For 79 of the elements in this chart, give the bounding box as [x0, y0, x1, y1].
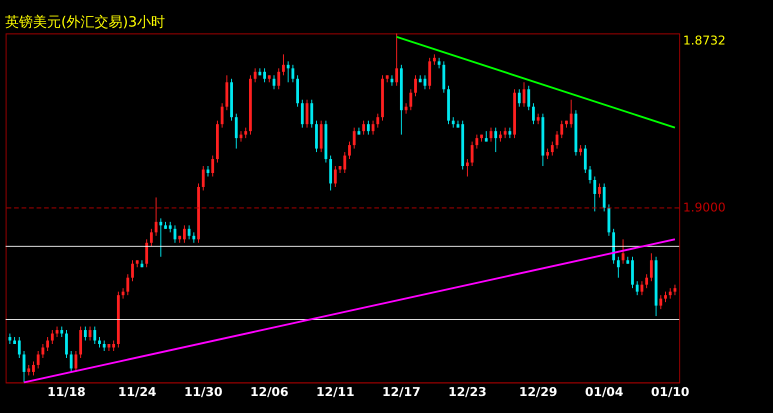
candlestick [522, 82, 526, 108]
x-tick-label: 12/23 [448, 385, 487, 399]
candlestick [182, 224, 186, 244]
candlestick [306, 99, 308, 128]
candlestick [174, 224, 176, 244]
candlestick [56, 326, 58, 338]
candlestick [131, 260, 134, 282]
candlestick [362, 120, 366, 136]
candlestick [424, 74, 426, 90]
candlestick [390, 74, 394, 86]
candlestick [122, 288, 124, 300]
candlestick [645, 274, 648, 289]
candlestick [466, 158, 469, 177]
candlestick [188, 224, 191, 240]
candlestick [556, 130, 558, 150]
candlestick [220, 102, 224, 128]
candlestick [154, 196, 158, 236]
candlestick [598, 183, 601, 198]
candlestick [159, 218, 162, 258]
candlestick [499, 130, 502, 142]
candlestick [60, 326, 64, 338]
candlestick [348, 141, 351, 160]
candlestick [452, 116, 455, 128]
candlestick [664, 291, 667, 303]
x-tick-label: 12/17 [382, 385, 421, 399]
candlestick [674, 284, 676, 296]
x-tick-label: 01/10 [651, 385, 690, 399]
candlestick [291, 64, 294, 83]
x-tick-label: 11/30 [184, 385, 222, 399]
candlestick [536, 113, 540, 125]
x-tick-label: 01/04 [585, 385, 624, 399]
candlestick [102, 340, 106, 352]
candlestick [254, 68, 257, 83]
x-tick-label: 12/29 [518, 385, 558, 399]
candlestick [46, 336, 50, 352]
candlestick [74, 350, 78, 372]
candlestick [588, 166, 592, 184]
chart-title: 英镑美元(外汇交易)3小时 [5, 14, 166, 30]
candlestick [650, 252, 653, 282]
candlestick [150, 228, 153, 247]
candlestick [98, 336, 101, 348]
candlestick [579, 144, 582, 156]
candlestick [206, 166, 210, 177]
candlestick [395, 32, 398, 86]
candlestick [504, 127, 507, 139]
x-tick-label: 12/11 [316, 385, 355, 399]
candlestick [192, 232, 196, 244]
text: 1.9000 [682, 200, 726, 215]
candlestick [32, 360, 35, 376]
candlestick [27, 364, 30, 376]
x-tick-label: 11/18 [47, 385, 86, 399]
candlestick [432, 54, 436, 66]
candlestick [65, 330, 68, 358]
candlestick [546, 148, 549, 160]
x-tick-label: 11/24 [118, 385, 156, 399]
candlestick [640, 280, 644, 296]
candlestick [286, 60, 290, 83]
candlestick [438, 57, 441, 69]
candlestick [272, 74, 276, 90]
candlestick [372, 120, 374, 136]
candlestick [8, 333, 12, 344]
candlestick [244, 127, 248, 139]
candlestick [168, 221, 172, 233]
candlestick [22, 350, 26, 383]
candlestick [532, 102, 535, 125]
candlestick [622, 238, 624, 264]
text: 1.8732 [682, 34, 726, 48]
candlestick [41, 344, 44, 358]
candlestick [282, 54, 285, 76]
candlestick [240, 130, 242, 142]
candlestick [490, 127, 492, 142]
candlestick [470, 141, 474, 166]
candlestick [366, 120, 370, 136]
candlestick [404, 102, 408, 114]
candlestick [668, 288, 672, 300]
candlestick [414, 74, 417, 97]
x-tick-label: 12/06 [250, 385, 288, 399]
candlestick [88, 326, 92, 341]
candlestick [508, 127, 512, 139]
